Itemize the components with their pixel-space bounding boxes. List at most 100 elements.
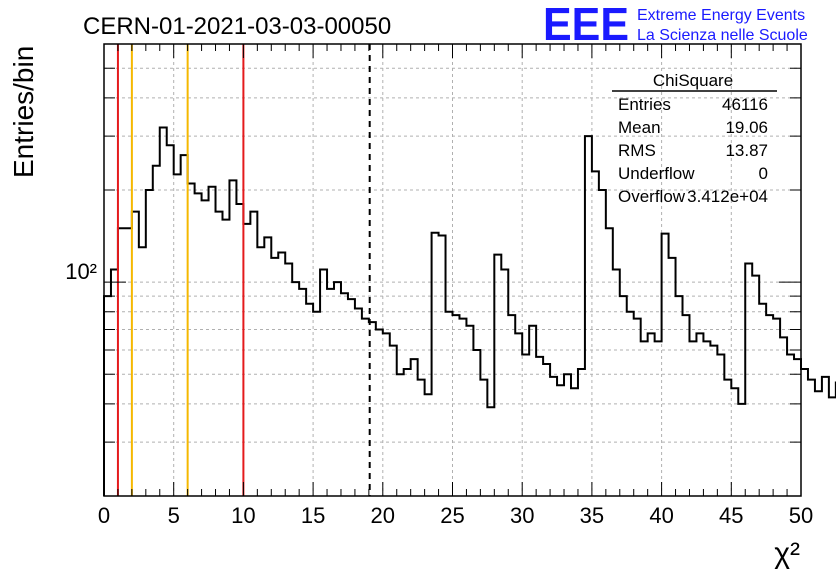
- histogram-bin: [404, 369, 411, 496]
- stats-box: ChiSquare Entries 46116 Mean 19.06 RMS 1…: [612, 71, 777, 206]
- histogram-bin: [752, 276, 759, 496]
- histogram-bin: [515, 333, 522, 496]
- histogram-bin: [759, 304, 766, 496]
- histogram-bin: [724, 380, 731, 496]
- histogram-bin: [139, 247, 146, 496]
- histogram-bin: [808, 380, 815, 496]
- histogram-bin: [125, 228, 132, 496]
- histogram-bin: [264, 237, 271, 496]
- histogram-bin: [522, 355, 529, 496]
- stats-value-entries: 46116: [722, 95, 768, 114]
- histogram-bin: [501, 269, 508, 496]
- histogram-bin: [794, 359, 801, 496]
- histogram-bin: [780, 337, 787, 496]
- histogram-bin: [627, 312, 634, 496]
- histogram-bin: [132, 212, 139, 496]
- histogram-bin: [641, 341, 648, 496]
- histogram-bin: [411, 359, 418, 496]
- histogram-bin: [195, 193, 202, 496]
- histogram-bin: [104, 296, 111, 496]
- histogram-bin: [508, 315, 515, 496]
- histogram-bin: [766, 315, 773, 496]
- histogram-bin: [738, 404, 745, 496]
- histogram-bin: [299, 289, 306, 496]
- histogram-bin: [717, 355, 724, 496]
- histogram-bin: [236, 204, 243, 496]
- stats-value-underflow: 0: [759, 164, 768, 183]
- histogram-bin: [676, 296, 683, 496]
- histogram-bin: [341, 293, 348, 496]
- histogram-bin: [494, 255, 501, 496]
- histogram-bin: [613, 269, 620, 496]
- stats-value-rms: 13.87: [725, 141, 768, 160]
- histogram-bin: [543, 364, 550, 496]
- histogram-bin: [285, 264, 292, 496]
- histogram-bin: [655, 341, 662, 496]
- histogram-bin: [731, 388, 738, 496]
- x-tick-label: 20: [371, 503, 395, 528]
- histogram-bin: [439, 236, 446, 496]
- y-axis-label: Entries/bin: [8, 46, 39, 178]
- histogram-bin: [648, 333, 655, 496]
- x-tick-label: 40: [649, 503, 673, 528]
- stats-label-overflow: Overflow: [618, 187, 686, 206]
- x-tick-label: 35: [580, 503, 604, 528]
- histogram-bin: [536, 357, 543, 496]
- histogram-bin: [181, 155, 188, 496]
- x-tick-label: 15: [301, 503, 325, 528]
- histogram-bin: [397, 374, 404, 496]
- reference-lines: [116, 44, 371, 496]
- histogram-bin: [571, 388, 578, 496]
- histogram-bin: [174, 174, 181, 496]
- histogram-bin: [146, 190, 153, 496]
- histogram-bin: [466, 326, 473, 496]
- histogram-bin: [599, 190, 606, 496]
- histogram-bin: [383, 333, 390, 496]
- histogram-bin: [696, 333, 703, 496]
- histogram-outline: [103, 126, 836, 496]
- histogram-bin: [376, 330, 383, 496]
- histogram-bin: [327, 289, 334, 496]
- x-tick-labels: 0 5 10 15 20 25 30 35 40 45 50: [98, 503, 813, 528]
- histogram-bin: [160, 128, 167, 496]
- histogram-bin: [585, 136, 592, 496]
- eee-logo-line2: La Scienza nelle Scuole: [637, 27, 808, 44]
- x-tick-label: 0: [98, 503, 110, 528]
- histogram-bin: [634, 319, 641, 496]
- histogram-bin: [557, 385, 564, 496]
- histogram-bin: [257, 247, 264, 496]
- histogram-bin: [606, 228, 613, 496]
- histogram-bin: [689, 341, 696, 496]
- stats-label-rms: RMS: [618, 141, 656, 160]
- histogram-bin: [216, 212, 223, 496]
- histogram-bin: [243, 224, 250, 496]
- histogram-bin: [620, 296, 627, 496]
- histogram-bin: [487, 407, 494, 496]
- histogram-bin: [229, 180, 236, 496]
- histogram-bin: [578, 369, 585, 496]
- histogram-bin: [703, 341, 710, 496]
- eee-logo-line1: Extreme Energy Events: [637, 7, 805, 24]
- stats-box-title: ChiSquare: [653, 71, 733, 90]
- histogram-bin: [815, 391, 822, 496]
- histogram-bin: [529, 326, 536, 496]
- histogram-bin: [222, 220, 229, 496]
- histogram-bin: [592, 171, 599, 496]
- x-tick-label: 30: [510, 503, 534, 528]
- histogram-bin: [418, 380, 425, 496]
- stats-value-mean: 19.06: [725, 118, 768, 137]
- x-tick-label: 5: [168, 503, 180, 528]
- eee-logo-letters: EEE: [543, 0, 629, 50]
- x-tick-label: 45: [719, 503, 743, 528]
- histogram-bin: [453, 315, 460, 496]
- x-tick-label: 50: [789, 503, 813, 528]
- histogram-bin: [250, 212, 257, 496]
- histogram-bin: [209, 187, 216, 496]
- histogram: [103, 126, 836, 496]
- histogram-bin: [118, 228, 125, 496]
- histogram-bin: [271, 258, 278, 496]
- histogram-bin: [662, 234, 669, 496]
- x-tick-label: 25: [440, 503, 464, 528]
- histogram-bin: [306, 304, 313, 496]
